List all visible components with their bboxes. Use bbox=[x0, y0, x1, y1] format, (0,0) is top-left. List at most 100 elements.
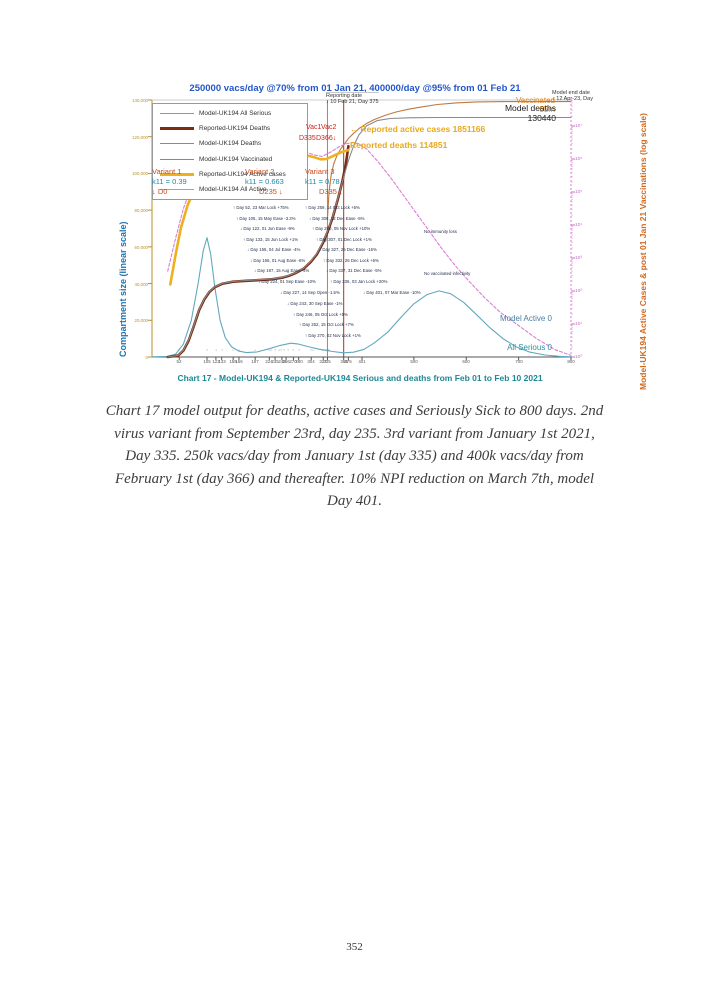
left-tick-label: 140,000 bbox=[132, 98, 148, 103]
legend-item: Model-UK194 All Serious bbox=[153, 107, 307, 120]
x-tick-label: 166 bbox=[235, 359, 243, 364]
npi-marker: ↑ bbox=[178, 348, 181, 353]
npi-marker: ↑ bbox=[297, 348, 300, 353]
npi-annotation: ↓ Day 401, 07 Mar Ease -10% bbox=[363, 290, 421, 295]
npi-annotation: ↑ Day 246, 05 Oct Lock +5% bbox=[293, 312, 348, 317]
page-number: 352 bbox=[346, 941, 363, 953]
left-tick-label: 20,000 bbox=[134, 318, 148, 324]
npi-annotation: ↓ Day 155, 04 Jul Ease -4% bbox=[247, 247, 301, 252]
series-all-serious bbox=[151, 237, 572, 358]
right-tick-label: 10² bbox=[575, 287, 582, 294]
legend-swatch-model-deaths bbox=[160, 143, 194, 145]
x-tick-label: 105 bbox=[203, 359, 211, 364]
npi-annotation: No vaccinated infectivity bbox=[424, 271, 471, 276]
npi-marker: ↓ bbox=[254, 348, 257, 353]
x-tick-label: 256 bbox=[282, 359, 290, 364]
variant-2-day: D235 ↓ bbox=[259, 186, 283, 196]
npi-annotation: ↑ Day 105, 15 May Ease -3.3% bbox=[236, 216, 296, 221]
chart-legend: Model-UK194 All Serious Reported-UK194 D… bbox=[152, 103, 308, 200]
npi-marker: ↑ bbox=[286, 348, 289, 353]
npi-marker: ↑ bbox=[310, 348, 313, 353]
x-tick-label: 197 bbox=[251, 359, 259, 364]
npi-annotation: ↓ Day 337, 31 Dec Ease -5% bbox=[326, 268, 382, 273]
legend-item: Model-UK194 Deaths bbox=[153, 137, 307, 150]
x-tick-label: 700 bbox=[514, 359, 523, 364]
vac2-label: Vac2 bbox=[321, 124, 337, 131]
variant-1-block: Variant 1 k11 = 0.39 ↓ D0 bbox=[152, 167, 187, 197]
npi-annotation: ↑ Day 336, 03 Jan Lock +20% bbox=[330, 279, 388, 284]
right-tick-label: 10⁴ bbox=[575, 221, 583, 228]
variant-2-k11: k11 = 0.663 bbox=[245, 176, 284, 186]
npi-annotation: ↑ Day 280, 05 Nov Lock +10% bbox=[312, 226, 371, 231]
x-tick-label: 500 bbox=[410, 359, 418, 364]
npi-annotation: ↑ Day 133, 15 Jun Lock +1% bbox=[243, 237, 299, 242]
npi-annotation: ↑ Day 259, 14 Oct Lock +5% bbox=[305, 205, 360, 210]
chart-bottom-title: Chart 17 - Model-UK194 & Reported-UK194 … bbox=[177, 373, 543, 383]
npi-annotation: ↑ Day 270, 02 Nov Lock +1% bbox=[305, 333, 361, 338]
vac1-label: Vac1 bbox=[306, 124, 322, 131]
npi-marker: ↓ bbox=[214, 348, 217, 353]
legend-swatch-reported-active bbox=[160, 172, 194, 176]
npi-marker: ↓ bbox=[312, 348, 315, 353]
reported-deaths-text: Reported deaths 114851 bbox=[350, 140, 448, 150]
legend-label: Reported-UK194 Active cases bbox=[199, 170, 286, 178]
right-tick-label: 10⁶ bbox=[575, 155, 583, 162]
legend-swatch-all-active bbox=[160, 188, 194, 190]
npi-marker: ↓ bbox=[278, 348, 281, 353]
model-end-line2: ↓ 12 Apr-23, Day bbox=[552, 95, 593, 102]
npi-annotation: ↓ Day 166, 01 Aug Ease -6% bbox=[250, 258, 306, 263]
npi-marker: ↑ bbox=[220, 348, 223, 353]
variant-3-name: Variant 3 bbox=[305, 167, 335, 176]
npi-annotation: ↓ Day 224, 01 Sep Ease -10% bbox=[258, 279, 316, 284]
model-active-zero-label: Model Active 0 bbox=[499, 314, 552, 323]
npi-marker: ↓ bbox=[322, 348, 325, 353]
x-tick-label: 133 bbox=[217, 359, 226, 364]
x-tick-label: 224 bbox=[265, 359, 273, 364]
variant-1-day: ↓ D0 bbox=[152, 186, 168, 196]
npi-marker: ↑ bbox=[324, 348, 327, 353]
npi-marker: ↓ bbox=[232, 348, 235, 353]
figure-caption: Chart 17 model output for deaths, active… bbox=[105, 403, 604, 509]
model-end-line1: Model end date bbox=[552, 89, 590, 96]
npi-annotation: ↑ Day 332, 26 Dec Lock +5% bbox=[323, 258, 379, 263]
npi-annotation: ↓ Day 197, 15 Aug Ease -4% bbox=[254, 268, 310, 273]
left-tick-label: 40,000 bbox=[134, 281, 148, 287]
x-tick-label: 401 bbox=[358, 359, 366, 364]
x-tick-label: 155 bbox=[229, 359, 237, 364]
variant-3-day: D335 ↓ bbox=[319, 186, 343, 196]
legend-label: Model-UK194 All Serious bbox=[199, 110, 272, 118]
legend-label: Model-UK194 Vaccinated bbox=[199, 155, 273, 163]
variant-3-k11: k11 = 0.78 bbox=[305, 176, 340, 186]
vac2-day-label: D366↓ bbox=[316, 135, 337, 142]
npi-marker: ↓ bbox=[327, 348, 330, 353]
model-end-date-annotation: Model end date ↓ 12 Apr-23, Day bbox=[552, 90, 593, 102]
x-tick-label: 366 bbox=[340, 359, 348, 364]
variant-3-block: Variant 3 k11 = 0.78 D335 ↓ bbox=[305, 167, 343, 197]
x-tick-label: 800 bbox=[567, 359, 575, 364]
legend-item: Reported-UK194 Deaths bbox=[153, 122, 307, 135]
npi-marker: ↑ bbox=[327, 348, 329, 353]
variant-1-k11: k11 = 0.39 bbox=[152, 176, 187, 186]
legend-item: Model-UK194 Vaccinated bbox=[153, 153, 307, 166]
series-vaccinated bbox=[326, 101, 572, 219]
chart-top-title: 250000 vacs/day @70% from 01 Jan 21, 400… bbox=[189, 83, 521, 94]
npi-marker: ↓ bbox=[269, 348, 272, 353]
right-tick-label: 10¹ bbox=[575, 320, 582, 327]
vac1-day-label: D335 bbox=[299, 135, 316, 142]
legend-label: Reported-UK194 Deaths bbox=[199, 125, 271, 133]
reporting-date-line2: ↓ 10 Feb 21, Day 375 bbox=[326, 98, 379, 105]
right-tick-label: 10³ bbox=[575, 254, 582, 261]
npi-annotation: ↓ Day 308, 02 Dec Ease -5% bbox=[309, 216, 365, 221]
left-tick-label: 120,000 bbox=[132, 134, 148, 140]
legend-item: Reported-UK194 Active cases bbox=[153, 168, 307, 181]
model-deaths-label: Model deaths 130440 bbox=[504, 103, 556, 124]
npi-marker: ↓ bbox=[268, 348, 271, 353]
npi-annotation: ↓ Day 227, 14 Sep Open -1.5% bbox=[280, 290, 340, 295]
npi-annotation: ↑ Day 307, 01 Dec Lock +1% bbox=[316, 237, 372, 242]
all-serious-zero-label: All Serious 0 bbox=[507, 343, 552, 352]
chart-plot-area bbox=[148, 99, 575, 360]
right-tick-label: 10⁰ bbox=[575, 353, 583, 360]
right-tick-label: 10⁷ bbox=[575, 122, 583, 129]
npi-marker: ↑ bbox=[283, 348, 285, 353]
